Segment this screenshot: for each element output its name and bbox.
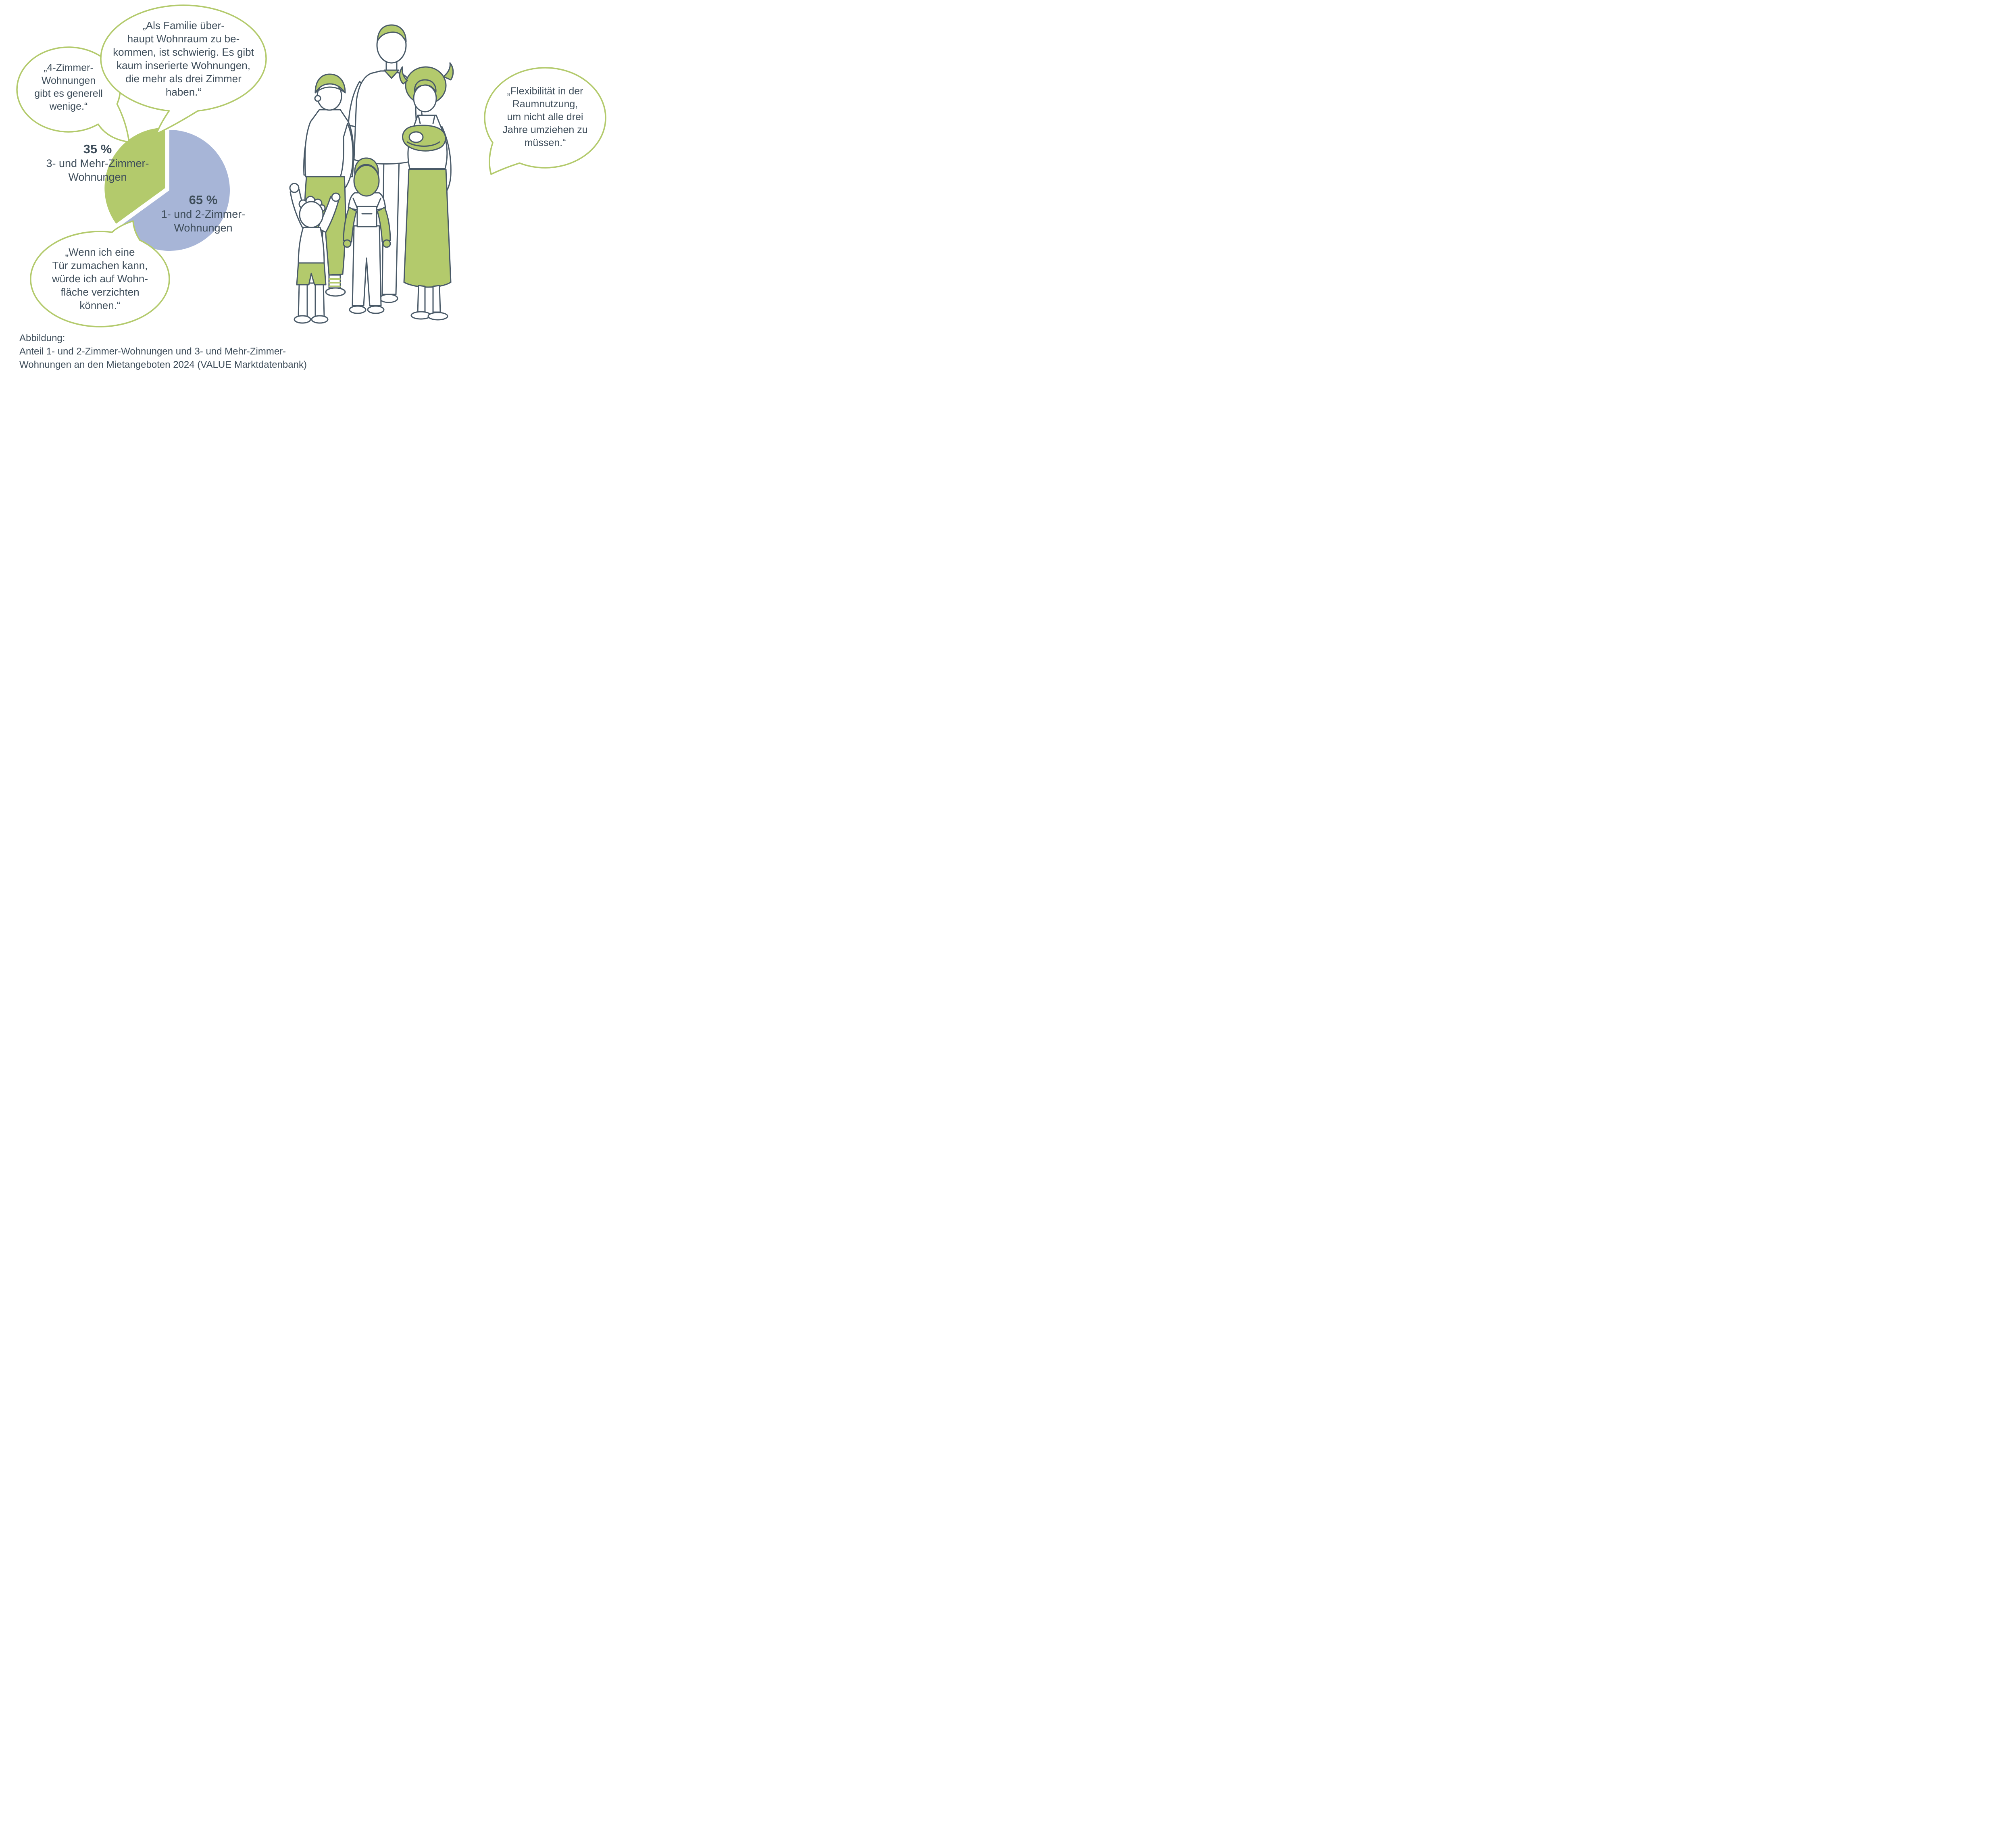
speech-bubble-shape	[484, 67, 606, 175]
mother-skirt	[403, 169, 452, 288]
speech-bubble-top-center	[100, 4, 267, 135]
figure-caption: Abbildung: Anteil 1- und 2-Zimmer-Wohnun…	[19, 333, 307, 370]
pie-label-green: 35 % 3- und Mehr-Zimmer- Wohnungen	[25, 142, 170, 184]
pie-pct-65: 65 %	[189, 193, 218, 207]
pie-chart	[104, 127, 230, 251]
middle-kid-figure	[343, 157, 391, 314]
pie-label-text-35: 3- und Mehr-Zimmer- Wohnungen	[46, 157, 149, 183]
father-hair	[377, 24, 407, 43]
father-figure	[348, 24, 423, 303]
mother-figure	[399, 62, 454, 321]
small-child-figure	[289, 183, 341, 324]
pie-pct-35: 35 %	[83, 142, 112, 156]
speech-bubble-bottom-left	[30, 220, 170, 327]
pie-label-blue: 65 % 1- und 2-Zimmer- Wohnungen	[139, 193, 268, 235]
pie-slice-1-2-zimmer	[120, 130, 230, 251]
infographic-canvas: 35 % 3- und Mehr-Zimmer- Wohnungen 65 % …	[0, 0, 629, 379]
quote-top-center: „Als Familie über- haupt Wohnraum zu be-…	[113, 19, 254, 98]
speech-bubble-shape	[100, 4, 267, 135]
speech-bubble-right	[484, 67, 606, 175]
pie-label-text-65: 1- und 2-Zimmer- Wohnungen	[161, 208, 246, 234]
father-collar	[383, 69, 400, 79]
quote-right: „Flexibilität in der Raumnutzung, um nic…	[502, 85, 588, 148]
quote-top-left: „4-Zimmer- Wohnungen gibt es generell we…	[34, 62, 103, 112]
middle-kid-head	[353, 165, 380, 197]
quote-bottom-left: „Wenn ich eine Tür zumachen kann, würde …	[52, 246, 148, 311]
family-illustration	[289, 24, 454, 324]
speech-bubble-shape	[30, 220, 170, 327]
pie-slice-3-mehr-zimmer	[104, 127, 165, 224]
